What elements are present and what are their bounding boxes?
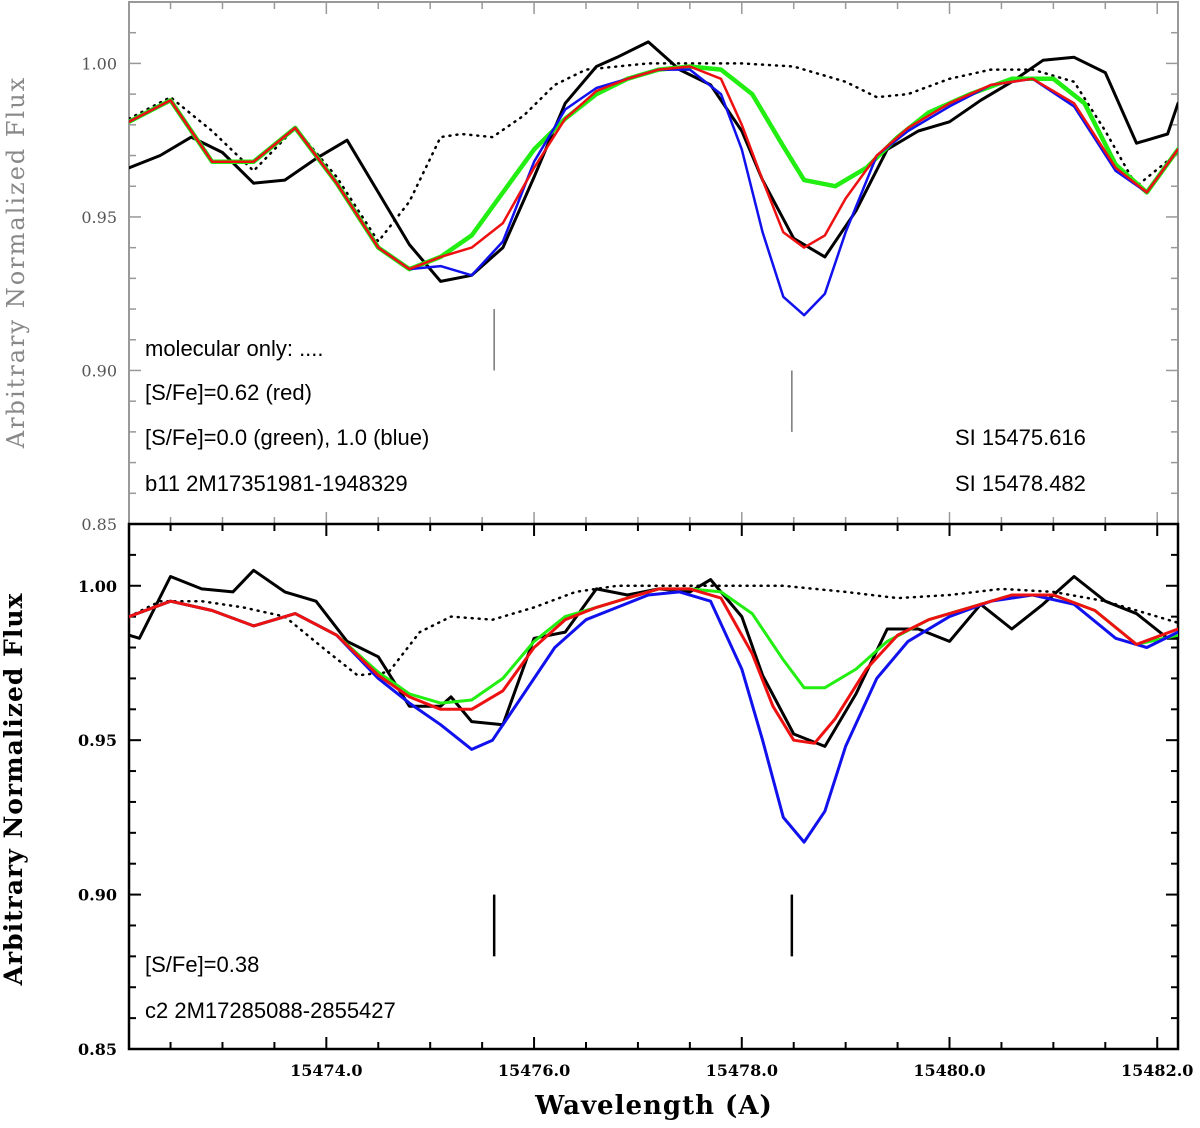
x-tick-label: 15478.0: [706, 1061, 778, 1080]
top-annotation-si-line-1: SI 15475.616: [955, 425, 1086, 450]
series-s-fe-1-0: [129, 590, 1178, 844]
bottom-annotation-sfe: [S/Fe]=0.38: [145, 952, 259, 977]
y-tick-label: 0.85: [78, 1040, 117, 1059]
y-tick-label: 1.00: [78, 577, 117, 596]
x-tick-label: 15482.0: [1121, 1061, 1193, 1080]
x-tick-label: 15474.0: [290, 1061, 362, 1080]
bottom-panel-y-axis-label: Arbitrary Normalized Flux: [0, 592, 28, 986]
bottom-panel-ticks: [129, 523, 1178, 1050]
y-tick-label: 0.95: [78, 731, 117, 750]
bottom-annotation-star-id: c2 2M17285088-2855427: [145, 998, 396, 1023]
top-panel: 0.85 0.90 0.95 1.00 Arbitrary Normalized Fl…: [2, 1, 1179, 534]
series-molecular-only: [129, 62, 1178, 243]
bottom-panel: 0.850.900.951.00 15474.0 15476.0 15478.0 15…: [0, 522, 1193, 1121]
series-s-fe-0-62: [129, 65, 1178, 271]
top-annotation-red: [S/Fe]=0.62 (red): [145, 380, 312, 405]
top-annotation-star-id: b11 2M17351981-1948329: [145, 471, 408, 496]
series-s-fe-0-0: [129, 64, 1178, 272]
bottom-panel-line-markers: [492, 894, 794, 957]
series-s-fe-1-0: [129, 68, 1178, 317]
top-annotation-molecular: molecular only: ....: [145, 336, 324, 361]
bottom-panel-xtick-labels: 15474.0 15476.0 15478.0 15480.0 15482.0: [290, 1061, 1193, 1080]
y-tick-label: 0.85: [81, 515, 117, 534]
y-tick-label: 0.95: [81, 208, 117, 227]
top-panel-line-markers: [493, 309, 793, 432]
x-axis-label: Wavelength (A): [534, 1091, 773, 1121]
series-s-fe-0-38: [129, 587, 1178, 745]
top-panel-ytick-labels: 0.85 0.90 0.95 1.00: [81, 54, 117, 534]
top-panel-y-axis-label: Arbitrary Normalized Flux: [2, 76, 30, 449]
top-panel-ticks: [129, 1, 1178, 525]
bottom-panel-series: [129, 568, 1178, 844]
top-panel-series: [129, 40, 1178, 317]
x-tick-label: 15476.0: [498, 1061, 570, 1080]
series-molecular-only: [129, 584, 1178, 677]
y-tick-label: 1.00: [81, 54, 117, 73]
bottom-panel-frame: [127, 522, 1180, 1051]
series-s-fe-0-0: [129, 587, 1178, 705]
y-tick-label: 0.90: [78, 886, 117, 905]
top-annotation-green-blue: [S/Fe]=0.0 (green), 1.0 (blue): [145, 425, 429, 450]
y-tick-label: 0.90: [81, 361, 117, 380]
bottom-panel-ytick-labels: 0.85 0.90 0.95 1.00: [78, 577, 117, 1059]
x-tick-label: 15480.0: [913, 1061, 985, 1080]
top-annotation-si-line-2: SI 15478.482: [955, 471, 1086, 496]
